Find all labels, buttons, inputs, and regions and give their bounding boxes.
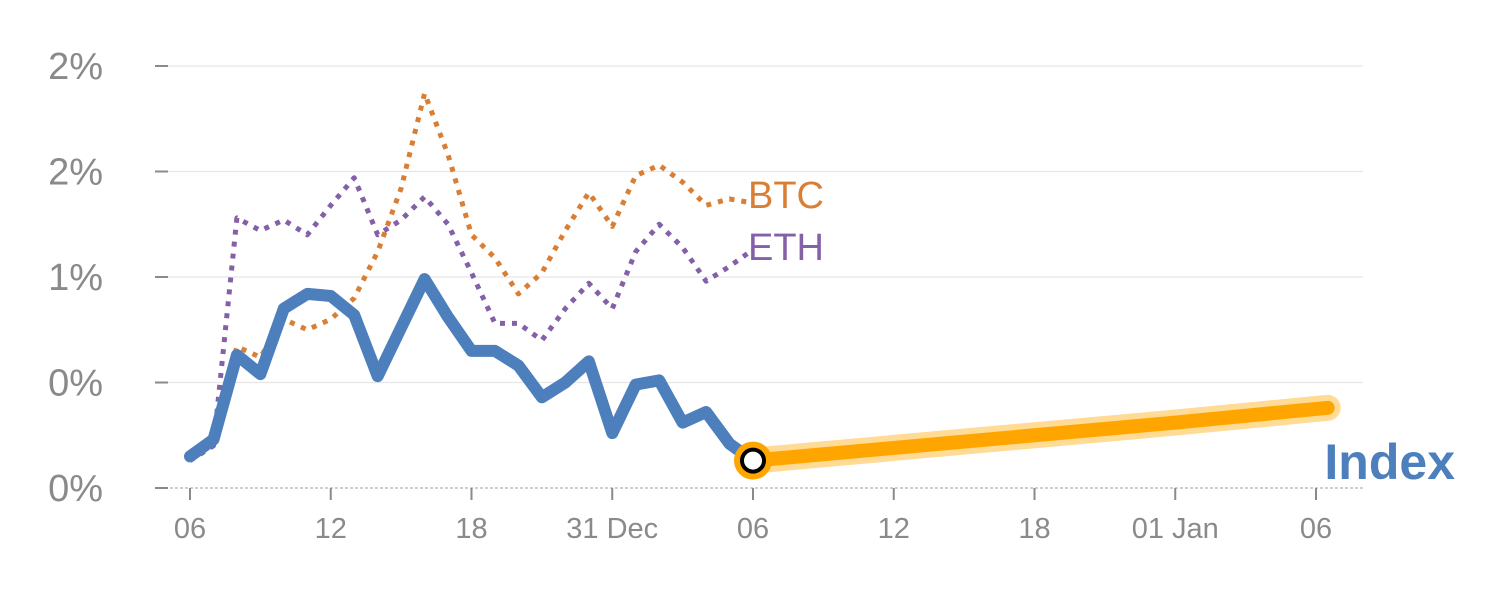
series-line-index bbox=[184, 273, 759, 467]
series-line-eth bbox=[188, 175, 755, 463]
x-tick-label: 12 bbox=[878, 513, 910, 545]
x-tick-label: 18 bbox=[1018, 513, 1050, 545]
x-tick-label: 12 bbox=[315, 513, 347, 545]
y-axis-ticks: 0% 0% 1% 2% 2% bbox=[48, 46, 168, 510]
series-layer bbox=[184, 90, 1341, 480]
y-tick-label: 1% bbox=[48, 257, 103, 299]
x-tick-label: 06 bbox=[1300, 513, 1332, 545]
y-tick-label: 2% bbox=[48, 152, 103, 194]
x-tick-label: 06 bbox=[174, 513, 206, 545]
series-label-eth: ETH bbox=[748, 227, 824, 269]
marker-dot bbox=[740, 447, 766, 474]
series-label-btc: BTC bbox=[748, 175, 824, 217]
x-tick-label: 18 bbox=[455, 513, 487, 545]
x-tick-label: 31 Dec bbox=[566, 513, 658, 545]
highlight-line bbox=[746, 400, 1335, 468]
y-tick-label: 0% bbox=[48, 363, 103, 405]
x-tick-label: 06 bbox=[737, 513, 769, 545]
series-label-index: Index bbox=[1324, 434, 1455, 490]
y-tick-label: 0% bbox=[48, 468, 103, 510]
y-tick-label: 2% bbox=[48, 46, 103, 88]
x-tick-label: 01 Jan bbox=[1132, 513, 1219, 545]
grid-lines bbox=[155, 65, 1363, 489]
x-axis-ticks: 06 12 18 31 Dec 06 12 18 01 Jan 06 bbox=[174, 488, 1332, 545]
